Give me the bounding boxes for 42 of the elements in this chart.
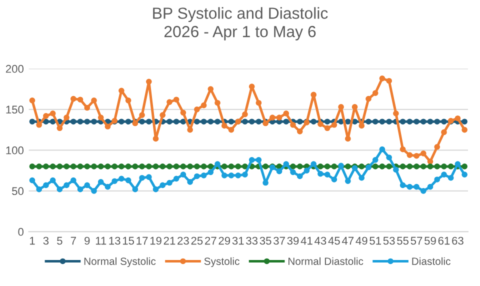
x-tick-label: 43 — [314, 236, 326, 245]
x-tick-label: 25 — [191, 236, 203, 245]
x-tick-label: 21 — [164, 236, 176, 245]
y-tick-label: 0 — [18, 228, 24, 236]
legend-label: Diastolic — [412, 257, 450, 265]
legend-label: Systolic — [204, 257, 240, 268]
x-tick-label: 1 — [30, 236, 35, 245]
x-tick-label: 31 — [232, 236, 244, 245]
x-tick-label: 37 — [274, 236, 285, 245]
x-tick-label: 35 — [260, 236, 272, 245]
x-tick-label: 41 — [300, 236, 312, 245]
x-tick-label: 3 — [43, 236, 49, 245]
x-tick-label: 13 — [109, 236, 120, 245]
x-tick-label: 11 — [96, 236, 106, 245]
y-tick-label: 200 — [6, 64, 24, 73]
x-tick-label: 19 — [150, 236, 162, 245]
x-tick-label: 23 — [178, 236, 189, 245]
x-tick-label: 27 — [205, 236, 216, 245]
legend-label: Normal Diastolic — [288, 257, 364, 265]
legend-label: Normal Systolic — [84, 257, 156, 268]
x-tick-label: 59 — [424, 236, 436, 245]
x-tick-label: 9 — [84, 236, 90, 245]
x-tick-label: 63 — [452, 236, 464, 245]
y-tick-label: 50 — [12, 187, 24, 196]
x-tick-label: 53 — [383, 236, 395, 245]
x-tick-label: 61 — [438, 236, 450, 245]
y-tick-label: 150 — [6, 106, 24, 114]
x-tick-label: 51 — [370, 236, 381, 245]
x-tick-label: 33 — [246, 236, 258, 245]
x-tick-label: 39 — [287, 236, 299, 245]
x-tick-label: 5 — [57, 236, 62, 245]
x-tick-label: 55 — [397, 236, 409, 245]
x-tick-label: 47 — [342, 236, 354, 245]
x-tick-label: 57 — [410, 236, 422, 245]
x-tick-label: 29 — [218, 236, 230, 245]
x-tick-label: 49 — [356, 236, 368, 245]
x-tick-label: 45 — [328, 236, 340, 245]
chart-title: BP Systolic and Diastolic 2026 - Apr 1 to May 6 — [153, 7, 328, 40]
x-tick-label: 15 — [122, 236, 134, 245]
x-tick-label: 7 — [70, 236, 76, 245]
y-tick-label: 100 — [6, 146, 24, 154]
x-tick-label: 17 — [136, 236, 148, 245]
